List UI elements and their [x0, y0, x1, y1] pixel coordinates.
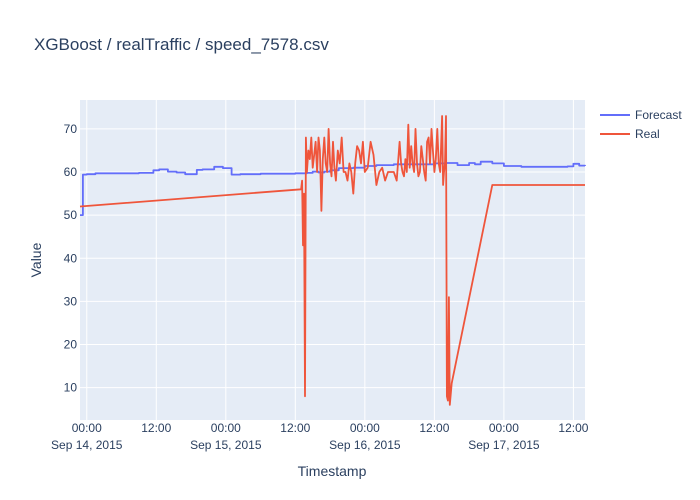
- y-axis-ticks: 10 20 30 40 50 60 70: [64, 122, 78, 395]
- y-tick-label: 40: [64, 251, 78, 265]
- x-tick-date-label: Sep 14, 2015: [51, 438, 123, 452]
- x-tick-label: 00:00: [489, 421, 519, 435]
- series-line-forecast: [80, 160, 586, 216]
- y-tick-label: 50: [64, 208, 78, 222]
- gridlines: [80, 100, 585, 420]
- x-tick-label: 12:00: [419, 421, 449, 435]
- y-tick-label: 60: [64, 165, 78, 179]
- x-axis-title: Timestamp: [298, 463, 367, 479]
- y-tick-label: 70: [64, 122, 78, 136]
- y-tick-label: 10: [64, 381, 78, 395]
- y-tick-label: 20: [64, 338, 78, 352]
- y-axis-title: Value: [28, 242, 44, 277]
- x-tick-date-label: Sep 16, 2015: [329, 438, 401, 452]
- x-tick-date-label: Sep 17, 2015: [468, 438, 540, 452]
- x-tick-label: 12:00: [280, 421, 310, 435]
- legend-item-forecast[interactable]: Forecast: [600, 108, 682, 122]
- x-tick-label: 00:00: [350, 421, 380, 435]
- x-tick-label: 00:00: [72, 421, 102, 435]
- chart-title: XGBoost / realTraffic / speed_7578.csv: [34, 35, 329, 54]
- legend-item-real[interactable]: Real: [600, 127, 660, 141]
- x-tick-label: 00:00: [211, 421, 241, 435]
- x-tick-label: 12:00: [558, 421, 588, 435]
- legend[interactable]: Forecast Real: [600, 108, 682, 141]
- y-tick-label: 30: [64, 294, 78, 308]
- series-lines: [79, 115, 586, 406]
- series-line-real: [79, 115, 585, 406]
- x-tick-date-label: Sep 15, 2015: [190, 438, 262, 452]
- x-axis-ticks: 00:00 Sep 14, 2015 12:00 00:00 Sep 15, 2015 1…: [51, 421, 589, 452]
- legend-label: Forecast: [635, 108, 682, 122]
- legend-label: Real: [635, 127, 660, 141]
- x-tick-label: 12:00: [141, 421, 171, 435]
